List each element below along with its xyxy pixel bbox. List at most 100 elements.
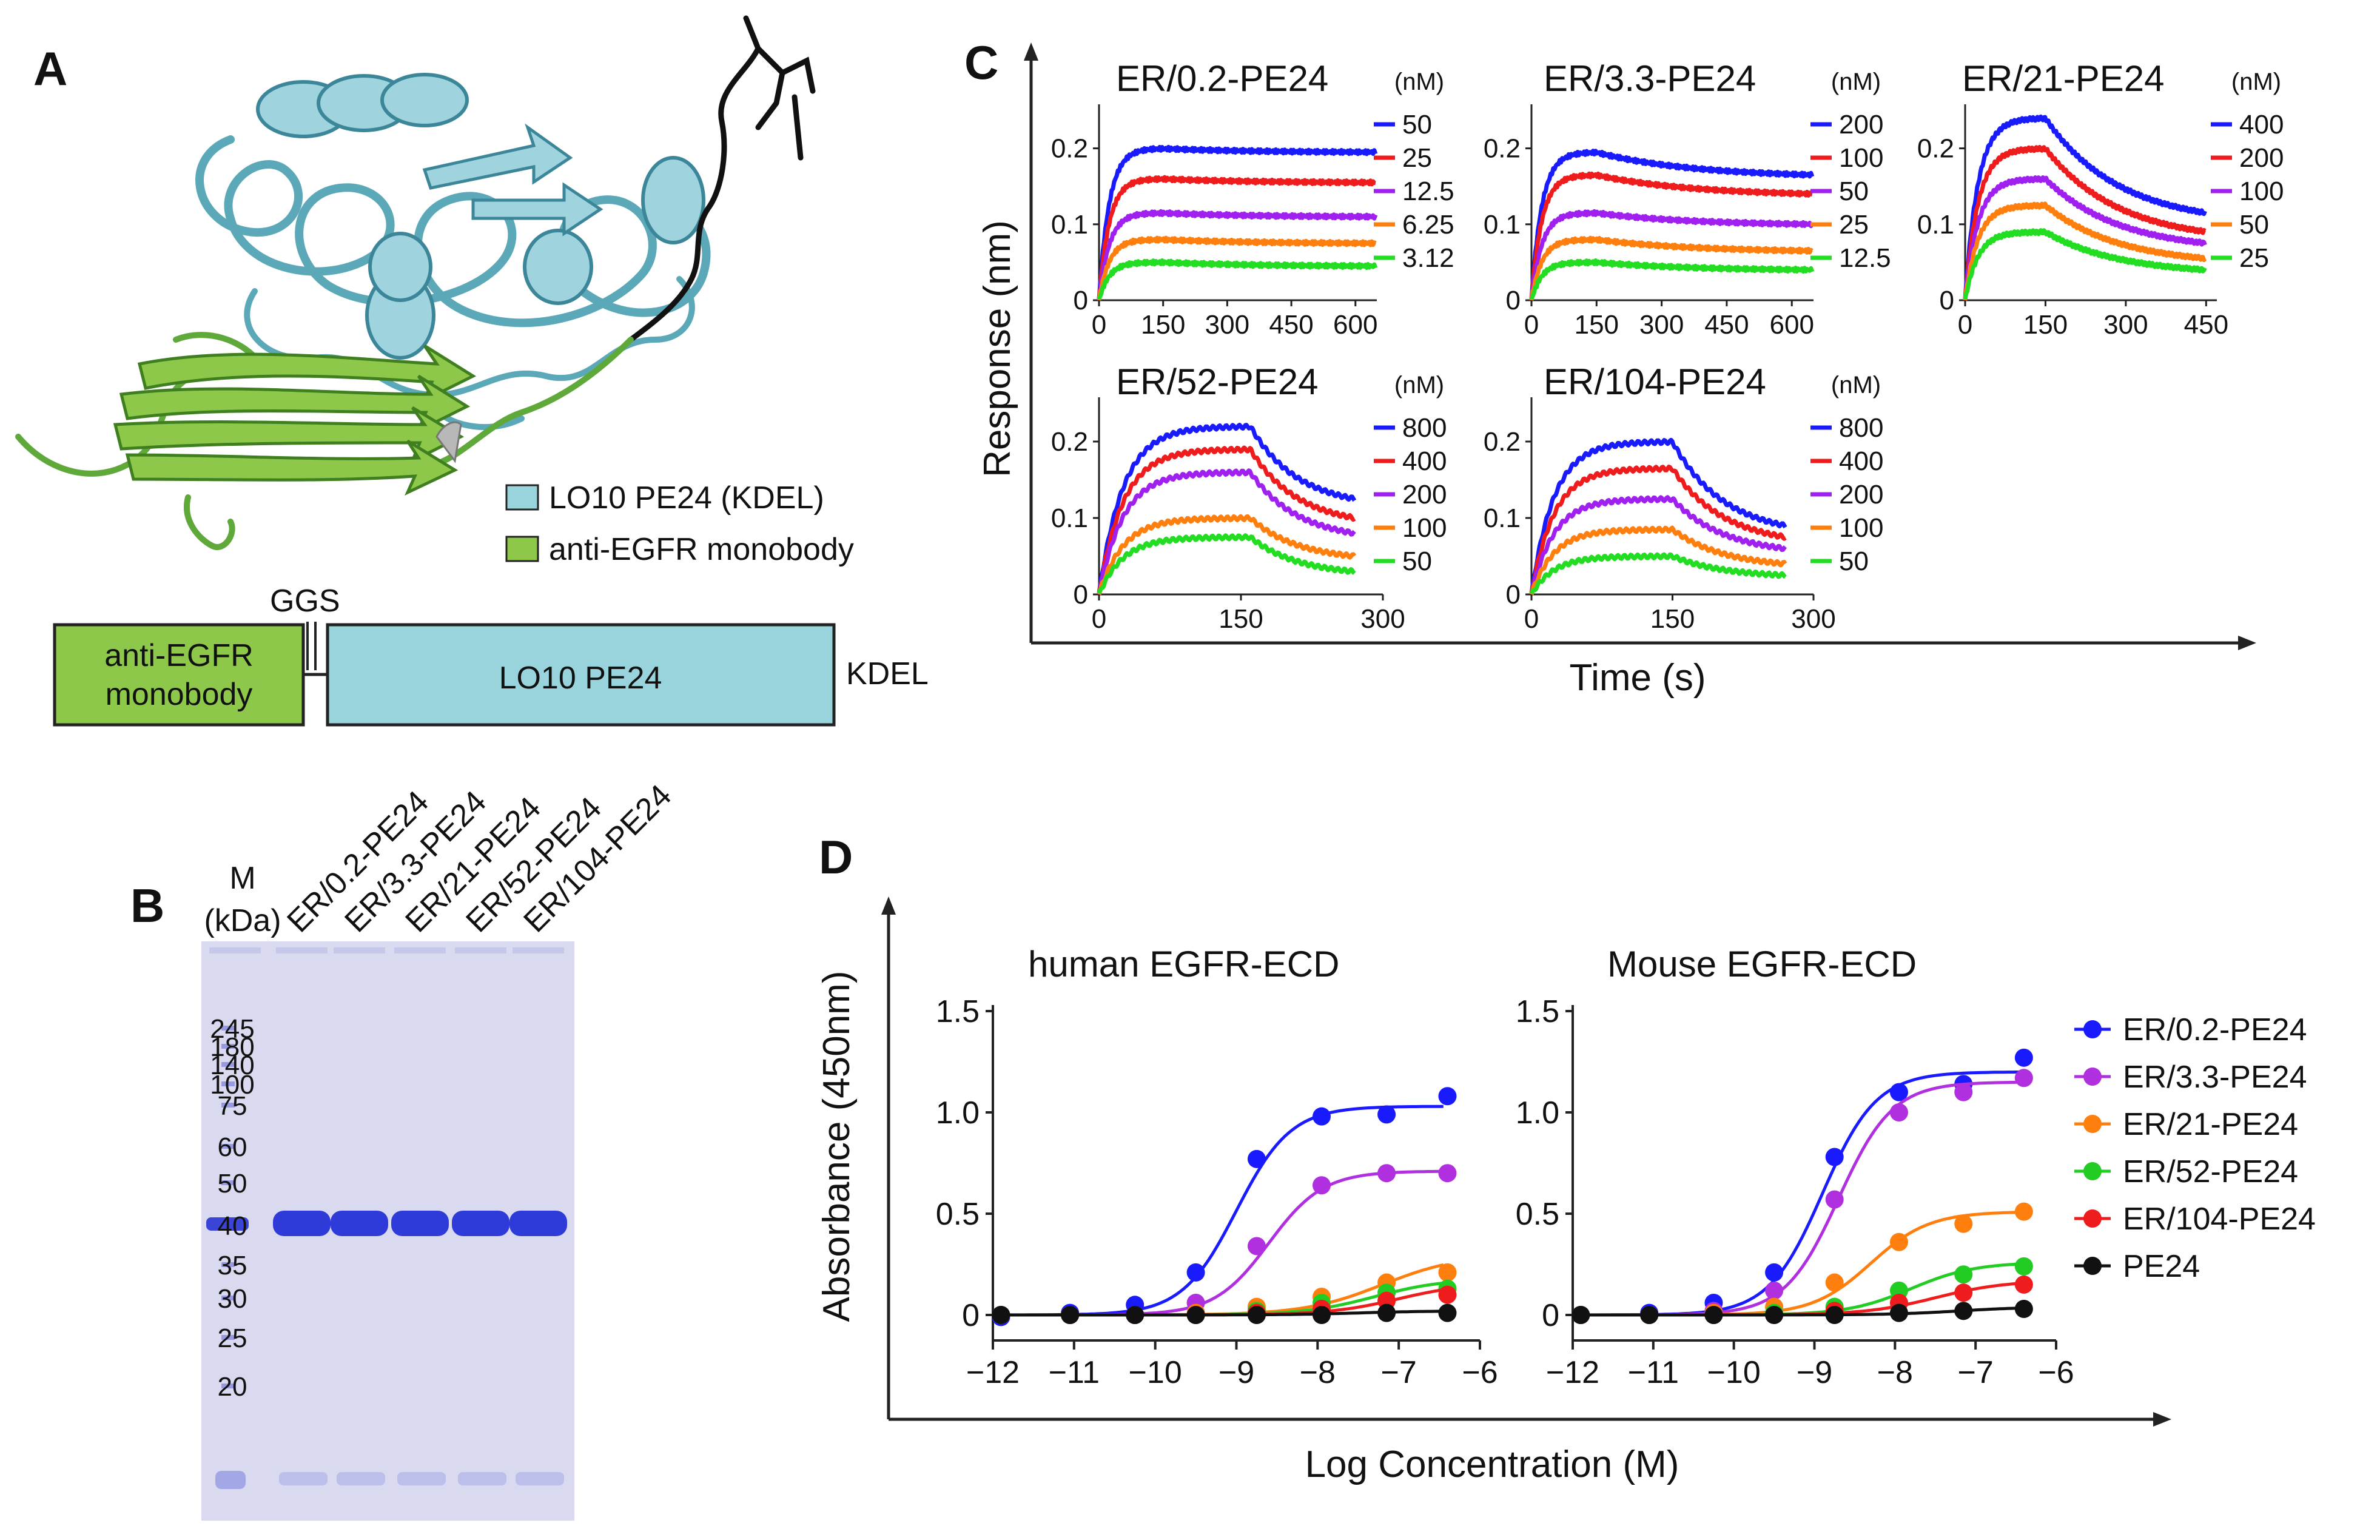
legend-label: ER/0.2-PE24 [2123, 1012, 2307, 1047]
y-tick-label: 1.5 [936, 994, 980, 1029]
marker-band [221, 1384, 235, 1388]
x-tick-label: −8 [1877, 1355, 1913, 1390]
y-tick-label: 0 [1506, 286, 1521, 315]
construct-box-monobody [53, 623, 305, 727]
data-point [1704, 1306, 1723, 1324]
elisa-legend: ER/0.2-PE24 ER/3.3-PE24 ER/21-PE24 ER/52-PE… [2074, 1012, 2316, 1284]
fit-curve [1581, 1071, 2020, 1317]
marker-band [221, 1026, 235, 1031]
x-tick-label: 0 [1524, 310, 1539, 340]
data-point [1438, 1087, 1457, 1106]
legend-label-monobody: anti-EGFR monobody [549, 532, 854, 567]
dye-front-lane-band [458, 1472, 506, 1485]
sensorgram-curve [1097, 235, 1377, 301]
dye-front-lane-band [337, 1472, 385, 1485]
marker-size-label: 30 [218, 1284, 247, 1314]
panel-c-label: C [964, 36, 998, 89]
marker-band [221, 1180, 235, 1185]
data-point [1765, 1281, 1784, 1300]
y-tick-label: 0.1 [1917, 210, 1954, 240]
construct-box-monobody-line1: anti-EGFR [104, 638, 254, 673]
data-point [1313, 1107, 1331, 1126]
data-point [1954, 1265, 1973, 1284]
sensorgram-curve [1529, 258, 1815, 300]
marker-size-label: 20 [218, 1372, 247, 1402]
data-point [1954, 1283, 1973, 1302]
y-tick-label: 0.1 [1051, 503, 1088, 533]
sensorgram-curve [1097, 423, 1357, 595]
marker-size-label: 75 [218, 1091, 247, 1121]
chart-title: ER/21-PE24 [1962, 58, 2165, 99]
marker-band [221, 1044, 235, 1049]
x-tick-label: −7 [1381, 1355, 1417, 1390]
y-tick-label: 0.2 [1484, 427, 1521, 457]
data-point [1186, 1263, 1205, 1282]
marker-size-label: 40 [218, 1211, 247, 1241]
dye-front-band [215, 1471, 246, 1489]
x-tick-label: −6 [2038, 1355, 2074, 1390]
construct-box-pe24-label: LO10 PE24 [499, 661, 662, 696]
data-point [1825, 1148, 1844, 1166]
panel-d-label: D [819, 830, 853, 884]
construct-diagram: GGS anti-EGFR monobody LO10 PE24 KDEL [53, 583, 929, 727]
sensorgram-curve [1097, 514, 1357, 596]
sensorgram-curve [1963, 175, 2207, 301]
units-label: (nM) [2231, 69, 2281, 95]
data-point [1889, 1232, 1908, 1251]
panel-a-label: A [33, 42, 67, 95]
data-point [1825, 1273, 1844, 1292]
x-tick-label: 450 [1704, 310, 1749, 340]
sensorgram-curve [1529, 235, 1814, 301]
marker-size-label: 245 [210, 1014, 254, 1044]
units-label: (nM) [1394, 69, 1444, 95]
marker-size-label: 180 [210, 1032, 254, 1062]
protein-structure-illustration [15, 15, 816, 550]
legend-marker [2083, 1068, 2102, 1086]
legend-marker [2083, 1209, 2102, 1228]
monobody-strands [113, 344, 477, 496]
construct-kdel-label: KDEL [846, 656, 929, 691]
legend-marker [2083, 1257, 2102, 1275]
elisa-D1: human EGFR-ECD 0 0.5 1.0 1.5 −12 −11 −10 −9 −8 −7 −… [936, 944, 1498, 1390]
x-tick-label: −12 [1546, 1355, 1599, 1390]
x-tick-label: 0 [1958, 310, 1972, 340]
legend-label: 400 [1402, 446, 1447, 476]
data-point [1247, 1237, 1266, 1256]
dye-front-lane-band [516, 1472, 564, 1485]
panel-d-y-title: Absorbance (450nm) [816, 971, 858, 1322]
data-point [2014, 1257, 2033, 1276]
legend-label: 100 [2239, 177, 2284, 206]
panel-c-x-arrow [2238, 636, 2256, 650]
data-point [1247, 1149, 1266, 1168]
data-point [1126, 1306, 1145, 1324]
legend-label: 800 [1402, 413, 1447, 443]
panel-d-x-title: Log Concentration (M) [1305, 1444, 1679, 1485]
y-tick-label: 1.0 [936, 1095, 980, 1131]
legend-label: 400 [1839, 446, 1883, 476]
well [209, 947, 261, 953]
data-point [1313, 1176, 1331, 1195]
legend-label: 200 [1402, 480, 1447, 509]
elisa-charts: human EGFR-ECD 0 0.5 1.0 1.5 −12 −11 −10 −9 −8 −7 −… [936, 944, 2074, 1390]
y-tick-label: 0 [1940, 286, 1954, 315]
legend-label: ER/104-PE24 [2123, 1202, 2316, 1237]
sensorgram-curve [1529, 437, 1787, 595]
units-label: (nM) [1831, 372, 1881, 398]
x-tick-label: 150 [1575, 310, 1619, 340]
units-label: (nM) [1831, 69, 1881, 95]
data-point [1377, 1105, 1396, 1124]
panel-d-y-arrow [881, 896, 896, 915]
well [334, 947, 385, 953]
marker-band [221, 1296, 235, 1300]
panel-c-y-title: Response (nm) [977, 220, 1018, 477]
legend-label: 6.25 [1402, 210, 1454, 240]
y-tick-label: 1.0 [1516, 1095, 1559, 1131]
protein-band-40kda [452, 1211, 509, 1236]
helix-1 [256, 73, 469, 138]
y-tick-label: 0.5 [936, 1197, 980, 1232]
marker-header-kda: (kDa) [204, 903, 281, 938]
chart-title: ER/3.3-PE24 [1544, 58, 1756, 99]
panel-c-y-arrow [1024, 42, 1038, 61]
